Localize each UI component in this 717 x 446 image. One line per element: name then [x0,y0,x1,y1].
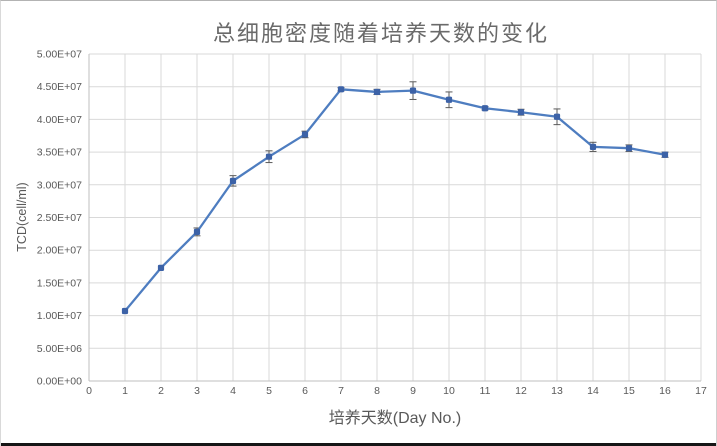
data-point-marker [265,153,273,160]
data-point-marker [517,109,525,116]
y-tick-label: 1.00E+07 [37,310,82,322]
data-point-marker [193,228,201,235]
y-tick-label: 4.00E+07 [37,114,82,126]
chart-title: 总细胞密度随着培养天数的变化 [212,21,550,46]
data-point-marker [229,177,237,184]
data-point-marker [337,86,345,93]
x-tick-label: 17 [695,385,707,397]
x-tick-label: 8 [374,385,380,397]
data-point-marker [553,113,561,120]
x-tick-label: 2 [158,385,164,397]
data-point-marker [589,143,597,150]
y-axis-title: TCD(cell/ml) [15,182,29,252]
x-tick-label: 3 [194,385,200,397]
y-tick-label: 2.00E+07 [37,245,82,257]
y-tick-label: 5.00E+06 [37,343,82,355]
x-tick-label: 0 [86,385,92,397]
x-tick-label: 11 [480,385,491,397]
y-tick-label: 2.50E+07 [37,212,82,224]
y-tick-label: 0.00E+00 [37,376,82,388]
x-tick-label: 1 [122,385,128,397]
data-point-marker [661,151,669,158]
data-point-marker [445,96,453,103]
data-point-marker [625,145,633,152]
x-tick-label: 6 [302,385,308,397]
series-line [123,88,667,313]
data-point-marker [373,88,381,96]
x-tick-label: 14 [587,385,599,397]
x-tick-label: 5 [266,385,272,397]
x-tick-label: 9 [410,385,416,397]
y-tick-label: 5.00E+07 [37,49,82,61]
x-tick-label: 15 [623,385,635,397]
data-point-marker [301,131,309,138]
x-tick-label: 13 [551,385,563,397]
x-tick-label: 10 [443,385,455,397]
data-point-marker [481,105,489,112]
y-tick-label: 3.50E+07 [37,147,82,159]
x-tick-label: 4 [230,385,236,397]
x-tick-label: 12 [515,385,527,397]
x-axis-title: 培养天数(Day No.) [328,410,462,427]
y-tick-label: 3.00E+07 [37,179,82,191]
y-tick-label: 1.50E+07 [37,277,82,289]
y-tick-label: 4.50E+07 [37,81,82,93]
x-tick-label: 16 [659,385,671,397]
data-point-marker [409,87,417,94]
data-point-marker [121,307,129,315]
data-point-marker [157,264,165,271]
bottom-border-bar [1,443,716,446]
x-tick-label: 7 [338,385,344,397]
